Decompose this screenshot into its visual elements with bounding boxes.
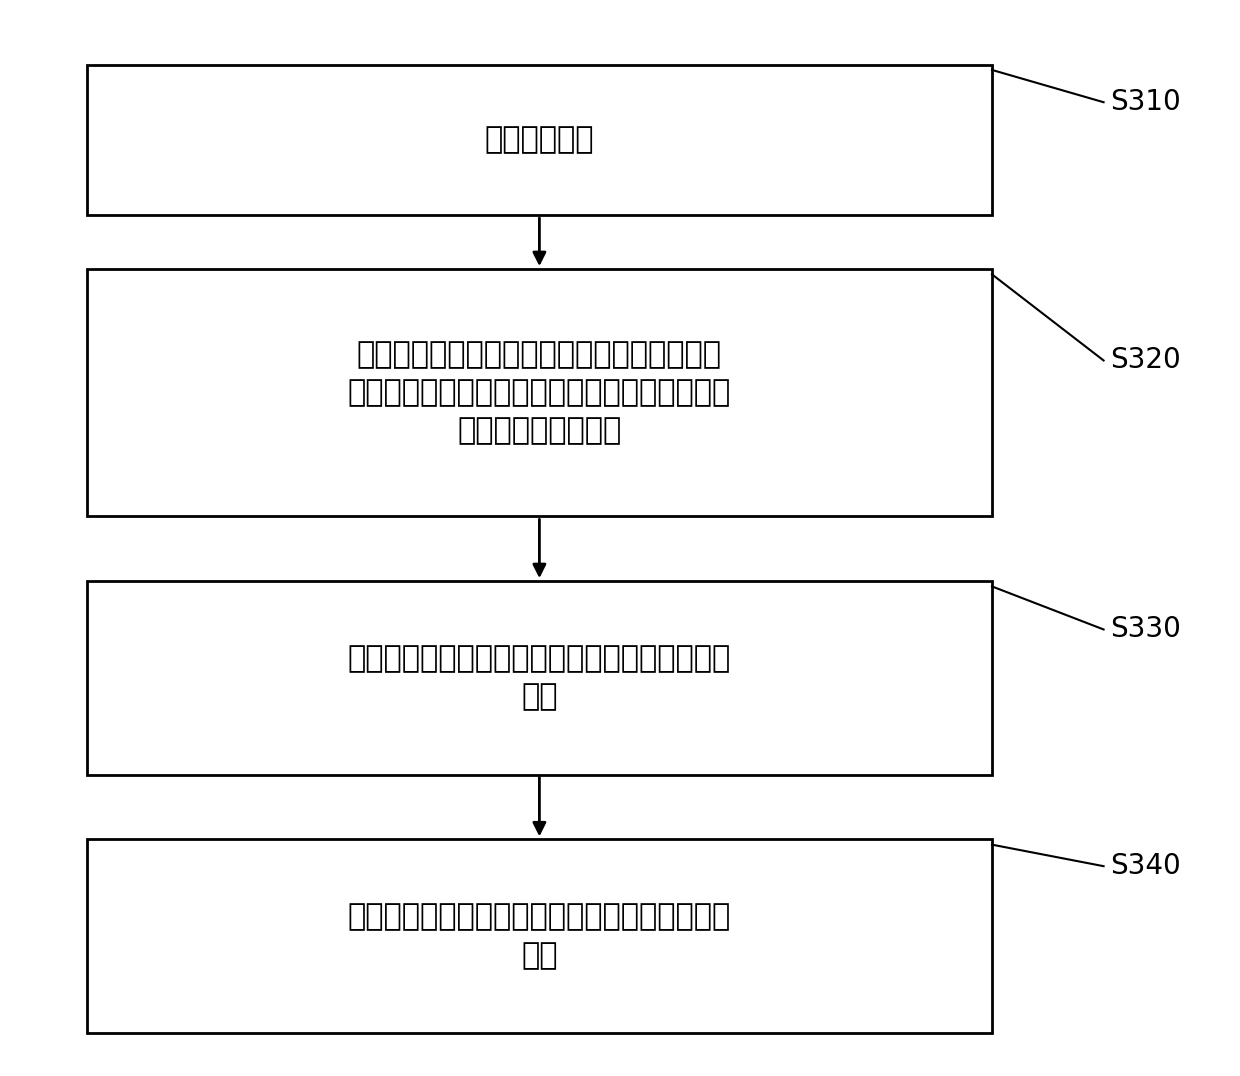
FancyBboxPatch shape	[87, 269, 992, 516]
Text: 确定目标用户: 确定目标用户	[485, 126, 594, 154]
FancyBboxPatch shape	[87, 839, 992, 1033]
Text: 基于目标交易功能模块处理目标用户的多个交易
需求: 基于目标交易功能模块处理目标用户的多个交易 需求	[347, 903, 732, 969]
Text: S340: S340	[1110, 852, 1180, 880]
Text: S310: S310	[1110, 88, 1180, 116]
FancyBboxPatch shape	[87, 581, 992, 775]
FancyBboxPatch shape	[87, 65, 992, 215]
Text: S320: S320	[1110, 346, 1180, 374]
Text: S330: S330	[1110, 615, 1180, 643]
Text: 获取与目标用户相关联的多个第一交易功能模
块，多个第一交易功能模块具有处理目标用户的
多个交易需求的功能: 获取与目标用户相关联的多个第一交易功能模 块，多个第一交易功能模块具有处理目标用…	[347, 340, 732, 445]
Text: 处理多个第一交易功能模块，得到目标交易功能
模块: 处理多个第一交易功能模块，得到目标交易功能 模块	[347, 645, 732, 711]
